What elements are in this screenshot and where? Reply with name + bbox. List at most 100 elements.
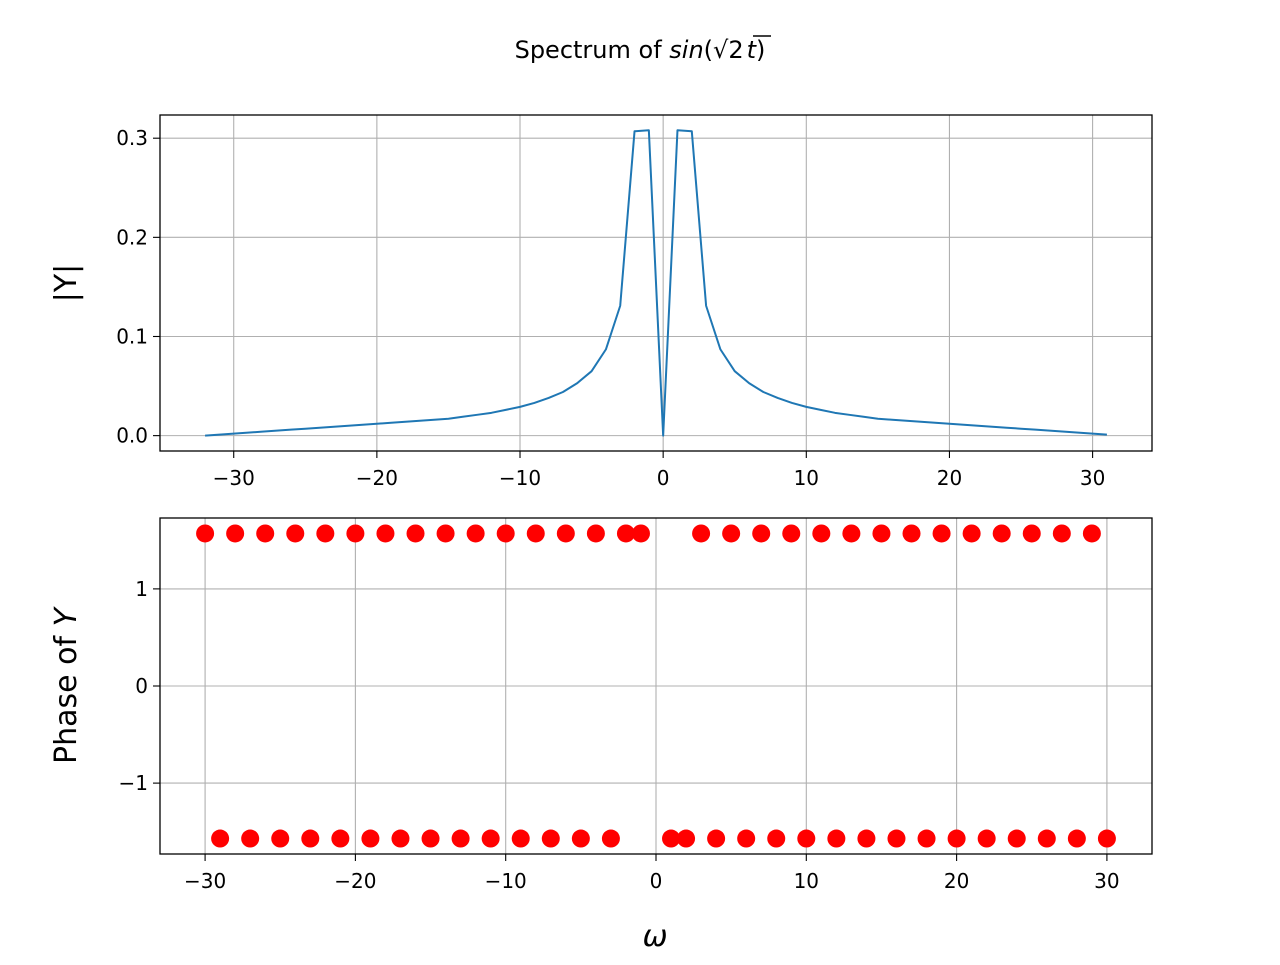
figure-title-prefix: Spectrum of bbox=[515, 36, 670, 64]
phase-data-point bbox=[857, 829, 876, 848]
phase-data-point bbox=[662, 829, 681, 848]
phase-x-tick-label: −30 bbox=[184, 869, 226, 893]
phase-data-point bbox=[481, 829, 500, 848]
phase-data-point bbox=[1082, 524, 1101, 543]
phase-data-point bbox=[421, 829, 440, 848]
figure-title-func: sin bbox=[669, 36, 703, 64]
phase-data-point bbox=[601, 829, 620, 848]
phase-x-tick-label: 10 bbox=[794, 869, 819, 893]
phase-x-tick-label: 30 bbox=[1094, 869, 1119, 893]
phase-data-point bbox=[526, 524, 545, 543]
phase-data-point bbox=[436, 524, 455, 543]
phase-data-point bbox=[541, 829, 560, 848]
magnitude-x-tick-label: −30 bbox=[213, 466, 255, 490]
phase-data-point bbox=[692, 524, 711, 543]
phase-ticks: −30 −20 −10 0 10 20 30−101 bbox=[119, 577, 1120, 893]
phase-data-point bbox=[286, 524, 305, 543]
magnitude-x-tick-label: 30 bbox=[1080, 466, 1105, 490]
phase-y-tick-label: −1 bbox=[119, 771, 148, 795]
phase-data-point bbox=[346, 524, 365, 543]
magnitude-y-tick-label: 0.1 bbox=[116, 324, 148, 348]
magnitude-ticks: −30 −20 −10 0 10 20 30 0.0 0.1 0.2 0.3 bbox=[116, 126, 1105, 490]
phase-data-point bbox=[586, 524, 605, 543]
magnitude-x-tick-label: 0 bbox=[657, 466, 670, 490]
magnitude-subplot: −30 −20 −10 0 10 20 30 0.0 0.1 0.2 0.3 |Y| bbox=[49, 114, 1153, 490]
phase-data-point bbox=[752, 524, 771, 543]
figure-title: Spectrum of sin(√2 t) bbox=[515, 36, 766, 64]
phase-data-point bbox=[316, 524, 335, 543]
phase-data-point bbox=[887, 829, 906, 848]
phase-plot-area bbox=[196, 524, 1116, 848]
phase-data-point bbox=[1037, 829, 1056, 848]
magnitude-axes-frame bbox=[159, 114, 1153, 452]
phase-data-point bbox=[241, 829, 260, 848]
phase-data-point bbox=[827, 829, 846, 848]
phase-data-point bbox=[511, 829, 530, 848]
magnitude-y-tick-label: 0.3 bbox=[116, 126, 148, 150]
phase-data-point bbox=[767, 829, 786, 848]
phase-data-point bbox=[631, 524, 650, 543]
magnitude-y-tick-label: 0.2 bbox=[116, 225, 148, 249]
phase-x-tick-label: −20 bbox=[334, 869, 376, 893]
phase-grid bbox=[160, 518, 1152, 854]
phase-data-point bbox=[376, 524, 395, 543]
magnitude-y-axis-label: |Y| bbox=[49, 264, 84, 303]
phase-y-axis-label: Phase of Y bbox=[49, 605, 84, 764]
phase-data-point bbox=[1052, 524, 1071, 543]
phase-data-point bbox=[571, 829, 590, 848]
phase-data-point bbox=[466, 524, 485, 543]
magnitude-series-line bbox=[205, 129, 1107, 437]
figure-title-open-paren: ( bbox=[704, 36, 713, 64]
phase-data-point bbox=[391, 829, 410, 848]
phase-y-tick-label: 1 bbox=[135, 577, 148, 601]
phase-data-point bbox=[196, 524, 215, 543]
phase-data-point bbox=[707, 829, 726, 848]
figure-title-sqrt-sign: √ bbox=[713, 36, 729, 64]
phase-data-point bbox=[406, 524, 425, 543]
phase-data-point bbox=[301, 829, 320, 848]
magnitude-y-tick-label: 0.0 bbox=[116, 424, 148, 448]
phase-data-point bbox=[211, 829, 230, 848]
phase-data-point bbox=[932, 524, 951, 543]
figure-title-var: t bbox=[747, 36, 758, 64]
phase-x-axis-label: ω bbox=[642, 919, 667, 954]
phase-data-point bbox=[556, 524, 575, 543]
magnitude-plot-area bbox=[205, 129, 1107, 437]
phase-x-tick-label: −10 bbox=[485, 869, 527, 893]
phase-data-point bbox=[331, 829, 350, 848]
phase-data-point bbox=[1007, 829, 1026, 848]
phase-data-point bbox=[737, 829, 756, 848]
phase-y-label-var: Y bbox=[49, 605, 84, 626]
magnitude-x-tick-label: −10 bbox=[499, 466, 541, 490]
phase-data-point bbox=[722, 524, 741, 543]
magnitude-x-tick-label: 10 bbox=[794, 466, 819, 490]
phase-data-point bbox=[992, 524, 1011, 543]
phase-data-point bbox=[226, 524, 245, 543]
phase-data-point bbox=[271, 829, 290, 848]
phase-data-point bbox=[451, 829, 470, 848]
figure-title-radicand: 2 bbox=[728, 36, 743, 64]
phase-data-point bbox=[797, 829, 816, 848]
phase-x-tick-label: 0 bbox=[650, 869, 663, 893]
magnitude-grid bbox=[160, 115, 1152, 451]
phase-data-point bbox=[616, 524, 635, 543]
phase-data-point bbox=[917, 829, 936, 848]
phase-data-point bbox=[947, 829, 966, 848]
phase-data-point bbox=[812, 524, 831, 543]
magnitude-x-tick-label: 20 bbox=[937, 466, 962, 490]
phase-data-point bbox=[977, 829, 996, 848]
phase-data-point bbox=[1067, 829, 1086, 848]
phase-data-point bbox=[1097, 829, 1116, 848]
phase-subplot: −30 −20 −10 0 10 20 30−101 Phase of Y ω bbox=[49, 517, 1153, 954]
phase-y-label-prefix: Phase of bbox=[49, 626, 84, 764]
figure-title-close-paren: ) bbox=[756, 36, 765, 64]
phase-data-point bbox=[677, 829, 696, 848]
magnitude-x-tick-label: −20 bbox=[356, 466, 398, 490]
phase-data-point bbox=[782, 524, 801, 543]
phase-y-tick-label: 0 bbox=[135, 674, 148, 698]
phase-data-point bbox=[902, 524, 921, 543]
phase-data-point bbox=[842, 524, 861, 543]
